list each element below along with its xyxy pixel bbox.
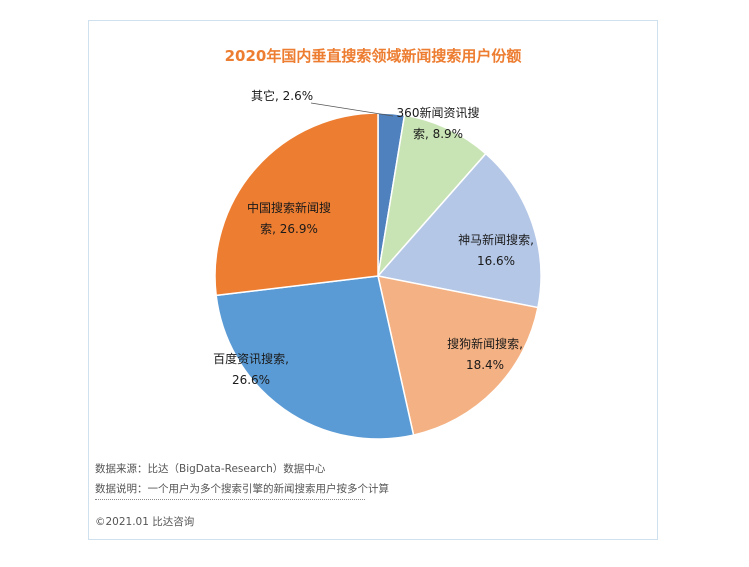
pie-slice-4 — [215, 275, 415, 440]
footer-note: 数据说明：一个用户为多个搜索引擎的新闻搜索用户按多个计算 — [95, 483, 389, 495]
pie-slice-5 — [214, 112, 379, 297]
data-label-3: 搜狗新闻搜索, 18.4% — [447, 336, 523, 372]
footer-divider — [95, 499, 365, 500]
data-label-0: 其它, 2.6% — [251, 88, 313, 103]
pie-chart: 其它, 2.6% 360新闻资讯搜索, 8.9% 神马新闻搜索, 16.6% 搜狗新闻搜… — [213, 88, 542, 440]
data-label-4: 百度资讯搜索, 26.6% — [213, 351, 289, 387]
footer-copyright: ©2021.01 比达咨询 — [95, 516, 195, 528]
footer-source: 数据来源：比达（BigData-Research）数据中心 — [95, 463, 326, 475]
pie-slice-3 — [377, 275, 539, 436]
data-label-1: 360新闻资讯搜索, 8.9% — [397, 105, 480, 141]
pie-slice-1 — [376, 114, 487, 279]
chart-frame: 2020年国内垂直搜索领域新闻搜索用户份额 其它, 2.6% 360新闻资讯搜索,… — [88, 20, 658, 540]
leader-line-0 — [310, 102, 394, 117]
chart-title: 2020年国内垂直搜索领域新闻搜索用户份额 — [224, 47, 522, 65]
data-label-5: 中国搜索新闻搜索, 26.9% — [247, 200, 331, 236]
pie-slice-2 — [376, 152, 542, 309]
data-label-2: 神马新闻搜索, 16.6% — [458, 232, 534, 268]
